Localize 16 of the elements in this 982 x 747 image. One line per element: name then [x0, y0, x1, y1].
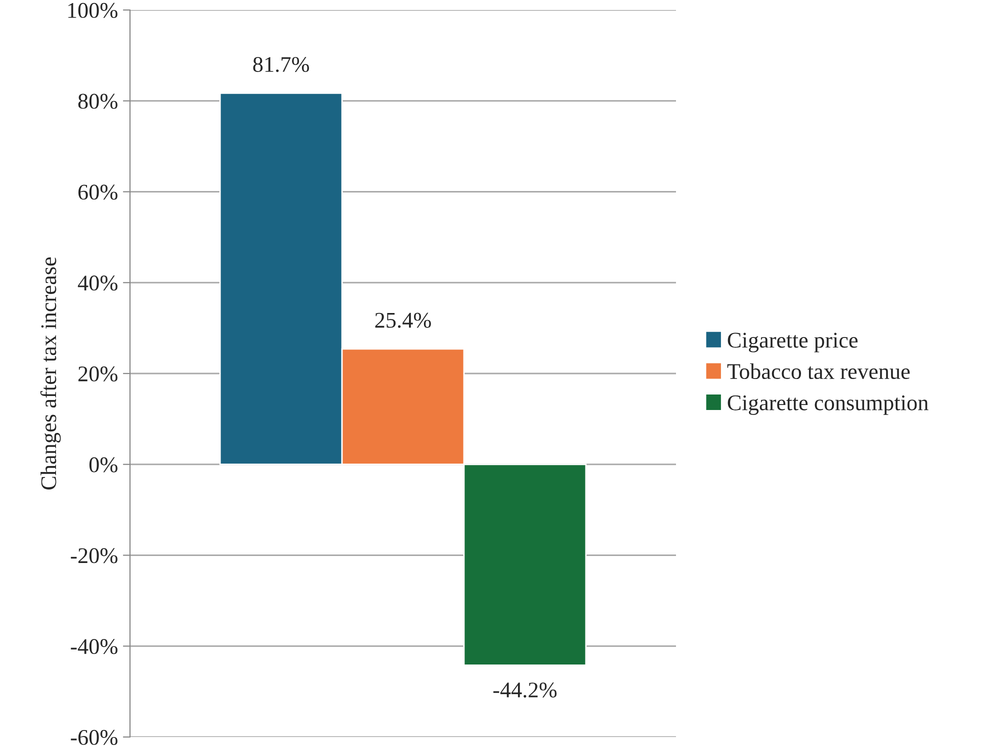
y-tick-label: -60% — [70, 730, 118, 745]
data-label: 25.4% — [375, 312, 431, 328]
y-tick-label: 40% — [78, 276, 118, 291]
legend-label: Tobacco tax revenue — [727, 363, 910, 380]
y-tick-label: -40% — [70, 639, 118, 654]
y-axis-title: Changes after tax increase — [40, 257, 61, 490]
y-tick-label: 80% — [78, 94, 118, 109]
legend-label: Cigarette price — [728, 332, 858, 352]
y-tick-label: 60% — [78, 184, 118, 200]
y-tick-label: 20% — [78, 366, 118, 382]
legend-label: Cigarette consumption — [728, 395, 928, 415]
data-label: 81.7% — [253, 56, 310, 72]
y-tick-label: -20% — [70, 548, 118, 564]
y-tick-label: 100% — [68, 2, 118, 18]
y-tick-label: 0% — [89, 457, 118, 472]
data-label: -44.2% — [493, 682, 557, 698]
